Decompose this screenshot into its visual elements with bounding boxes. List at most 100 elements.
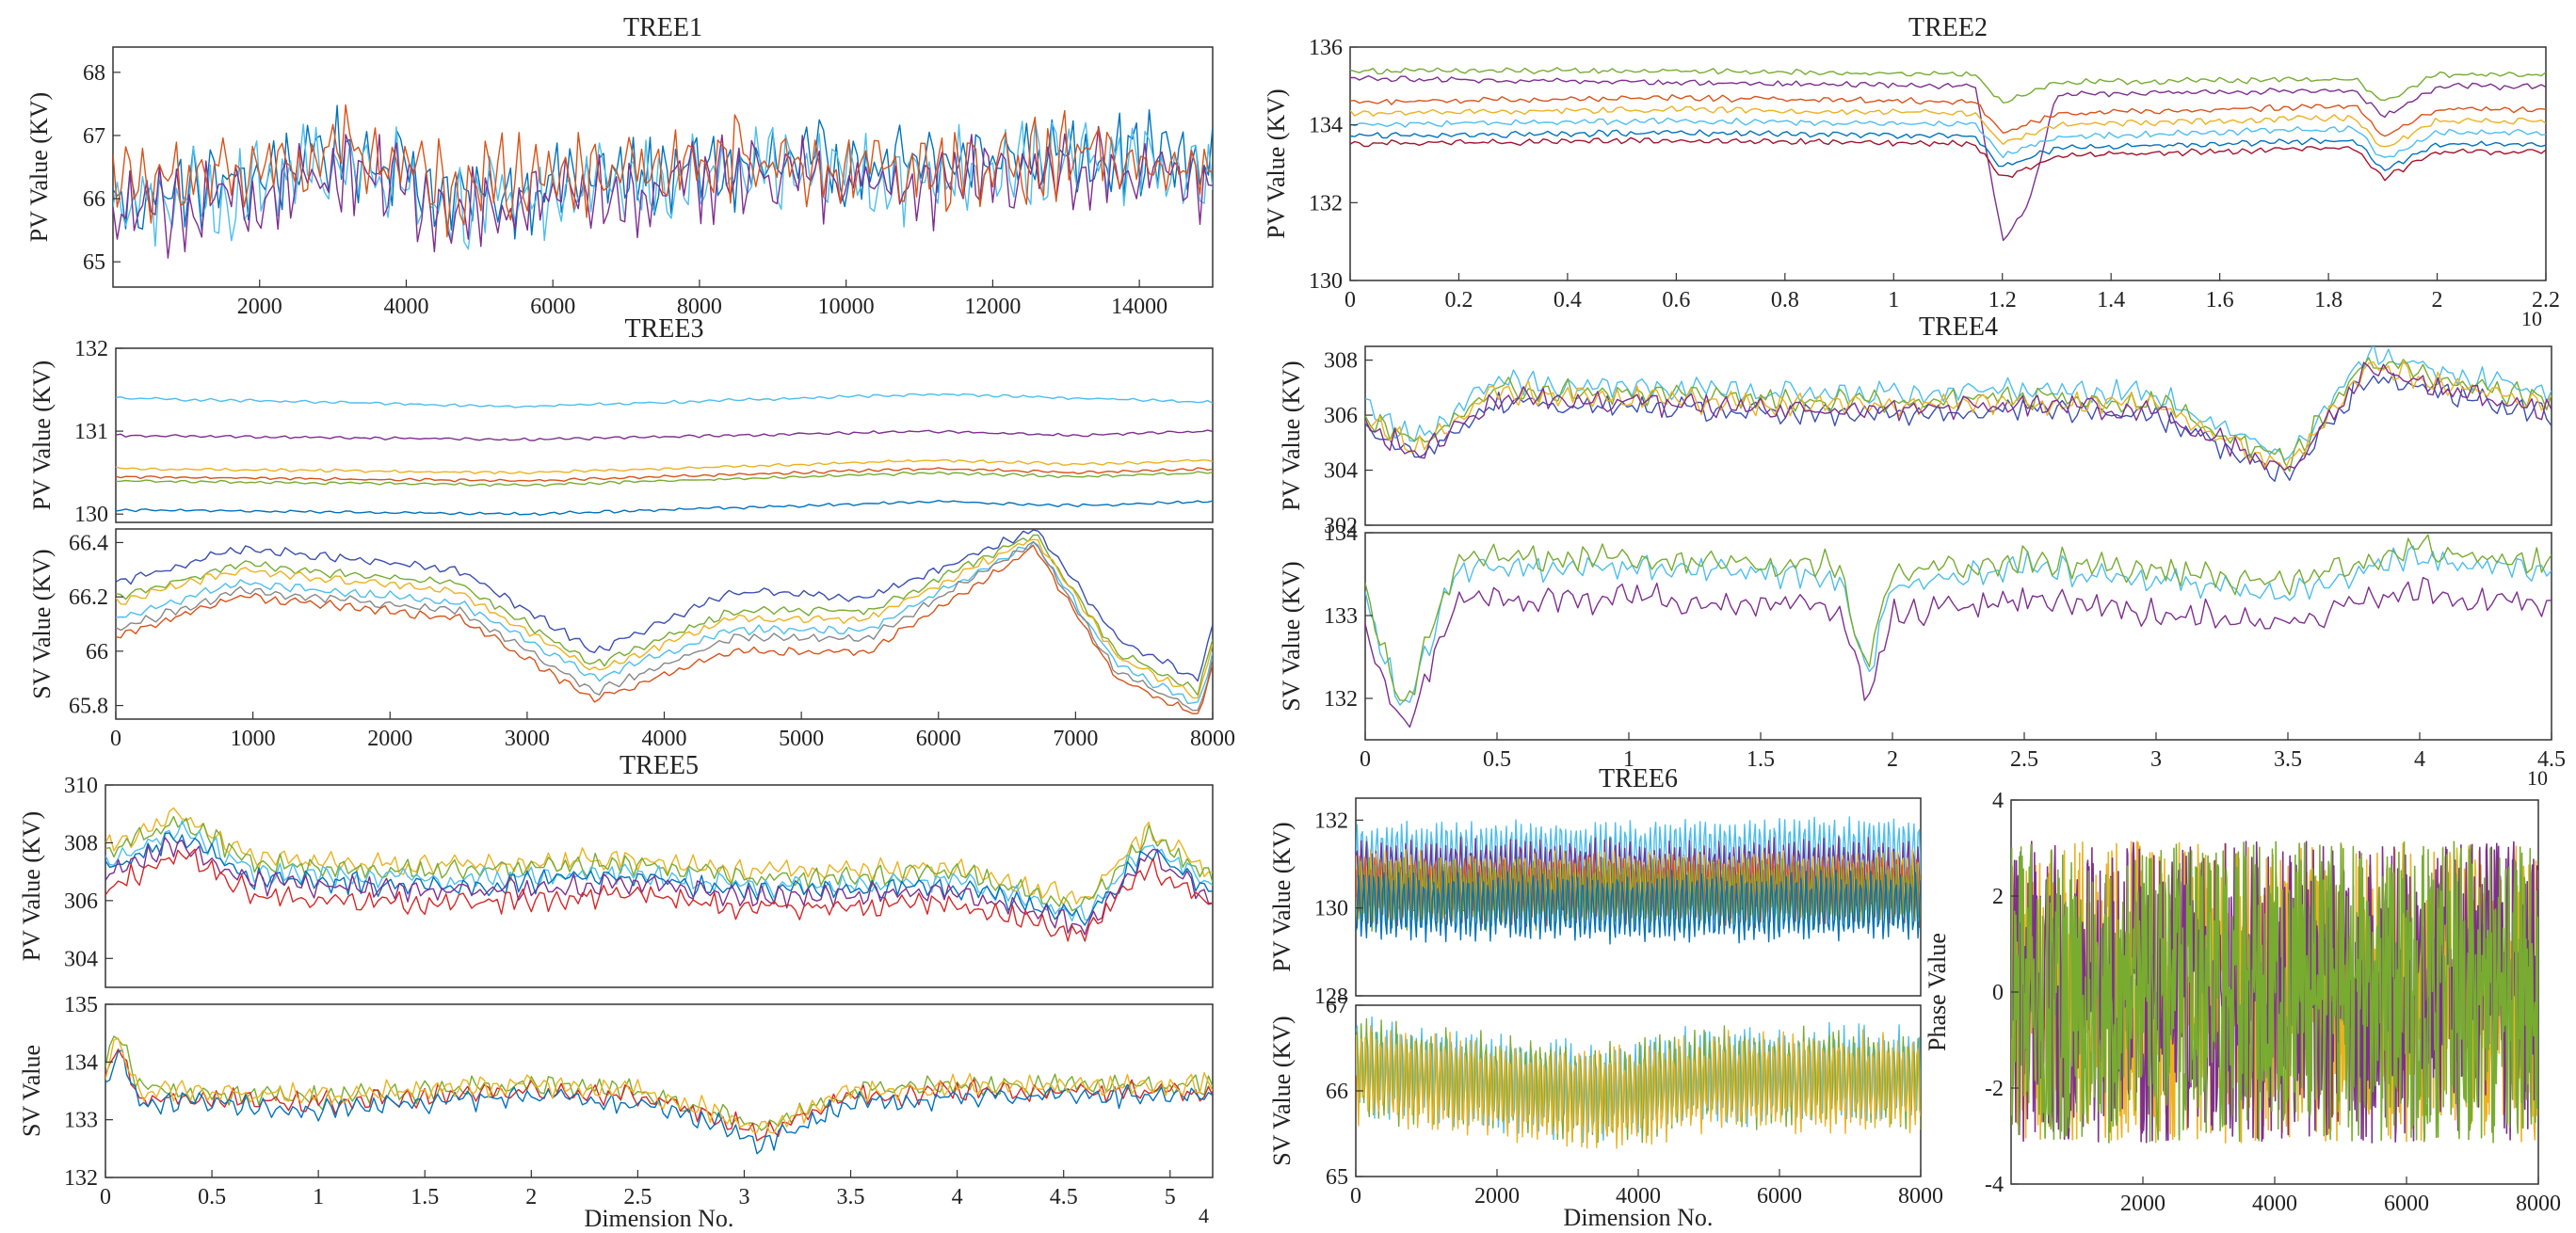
y-tick-label: 65 [1326, 1165, 1348, 1190]
series-line-4 [105, 832, 1213, 926]
plot-area [105, 784, 1214, 988]
series-line-2 [105, 1049, 1213, 1142]
series-line-2 [1365, 534, 2552, 702]
x-tick-label: 2.5 [623, 1185, 652, 1209]
series-line-1 [1365, 545, 2552, 706]
x-tick-label: 2.2 [2532, 288, 2560, 312]
series-line-5 [105, 837, 1213, 936]
y-tick-label: 130 [1309, 269, 1343, 294]
series-line-3 [1365, 576, 2552, 729]
chart-title: TREE3 [625, 314, 704, 344]
y-tick-label: 65 [83, 250, 105, 275]
y-tick-label: 67 [83, 124, 105, 149]
x-tick-label: 4 [952, 1185, 963, 1209]
x-tick-label: 2.5 [2010, 747, 2038, 772]
y-tick-label: 130 [1314, 897, 1348, 921]
chart-title: TREE1 [623, 13, 702, 42]
y-axis-label: SV Value (KV) [1278, 561, 1305, 711]
x-tick-label: 1 [1888, 288, 1899, 312]
x-tick-label: 4 [2414, 747, 2425, 772]
x-tick-label: 1 [1623, 747, 1634, 772]
series-line-3 [2011, 841, 2538, 1144]
x-tick-label: 4.5 [2537, 747, 2566, 772]
x-tick-label: 0 [1344, 288, 1356, 312]
y-tick-label: 132 [1324, 687, 1358, 712]
x-tick-label: 3.5 [2274, 747, 2302, 772]
chart-tree5-pv: 304 306 308 310 TREE5 PV Value (KV) [18, 751, 1214, 988]
y-tick-label: 66 [1326, 1080, 1348, 1104]
y-tick-label: 304 [1324, 459, 1358, 484]
series-line-6 [116, 500, 1213, 516]
y-tick-label: 66.2 [69, 585, 108, 610]
series-group [105, 1035, 1213, 1155]
series-line-2 [113, 120, 1213, 250]
y-tick-label: 306 [64, 889, 98, 914]
x-exponent-label: 10 [2527, 766, 2548, 790]
x-tick-label: 2000 [2120, 1192, 2165, 1216]
series-line-5 [116, 471, 1213, 488]
chart-title: TREE2 [1908, 13, 1988, 42]
x-tick-label: 3.5 [837, 1185, 865, 1209]
chart-title: TREE6 [1599, 764, 1678, 793]
plot-area [1349, 46, 2547, 281]
series-line-3 [105, 1049, 1213, 1155]
y-axis-label: SV Value (KV) [28, 549, 56, 698]
y-tick-label: 132 [1314, 809, 1348, 833]
x-tick-label: 0.5 [198, 1185, 226, 1209]
y-tick-label: 131 [74, 420, 108, 444]
x-tick-label: 1.2 [1988, 288, 2017, 312]
y-tick-label: 304 [64, 947, 98, 971]
y-tick-label: 308 [1324, 349, 1358, 374]
x-tick-label: 6000 [530, 295, 575, 319]
y-tick-label: 136 [1309, 36, 1343, 60]
x-exponent-label: 10 [2521, 307, 2542, 330]
y-tick-label: 132 [64, 1166, 98, 1191]
y-tick-label: 67 [1326, 994, 1348, 1018]
series-line-4 [105, 1037, 1213, 1134]
y-tick-label: 310 [64, 774, 98, 798]
series-line-5 [1365, 361, 2552, 471]
series-line-1 [105, 807, 1213, 905]
y-tick-label: 135 [64, 993, 98, 1017]
x-tick-label: 5000 [779, 727, 824, 751]
series-line-1 [1350, 67, 2546, 104]
x-tick-label: 1.5 [1747, 747, 1775, 772]
x-tick-label: 4000 [642, 727, 687, 751]
x-tick-label: 3 [738, 1185, 749, 1209]
y-tick-label: 65.8 [69, 695, 108, 719]
x-tick-label: 6000 [916, 727, 961, 751]
series-group [1356, 816, 1921, 945]
x-tick-label: 0 [110, 727, 121, 751]
series-line-3 [1350, 93, 2546, 137]
series-line-2 [116, 534, 1213, 697]
x-tick-label: 6000 [2384, 1192, 2429, 1216]
series-line-5 [116, 541, 1213, 712]
y-tick-label: -4 [1985, 1173, 2004, 1197]
x-tick-label: 4000 [2252, 1192, 2297, 1216]
series-line-3 [116, 538, 1213, 699]
x-tick-label: 1.5 [411, 1185, 439, 1209]
series-line-4 [113, 104, 1213, 238]
y-tick-label: 132 [74, 337, 108, 361]
x-tick-label: 8000 [2516, 1192, 2561, 1216]
x-tick-label: 2000 [367, 727, 412, 751]
x-tick-label: 4.5 [1050, 1185, 1078, 1209]
series-group [113, 104, 1213, 259]
x-tick-label: 0 [100, 1185, 111, 1209]
y-tick-label: 66.4 [69, 531, 108, 555]
x-tick-label: 12000 [964, 295, 1021, 319]
series-group [1365, 346, 2552, 482]
series-line-2 [116, 429, 1213, 441]
y-tick-label: 132 [1309, 191, 1343, 216]
chart-tree6-pv: 128 130 132 TREE6 PV Value (KV) [1268, 764, 1922, 1009]
x-tick-label: 1000 [231, 727, 276, 751]
chart-title: TREE4 [1919, 312, 1998, 342]
series-line-6 [116, 544, 1213, 714]
x-tick-label: 1.6 [2206, 288, 2234, 312]
series-line-5 [1356, 857, 1921, 932]
y-axis-label: PV Value (KV) [1263, 88, 1290, 238]
x-tick-label: 0.4 [1554, 288, 1582, 312]
y-tick-label: 134 [1324, 521, 1358, 546]
y-tick-label: 302 [1324, 514, 1358, 538]
